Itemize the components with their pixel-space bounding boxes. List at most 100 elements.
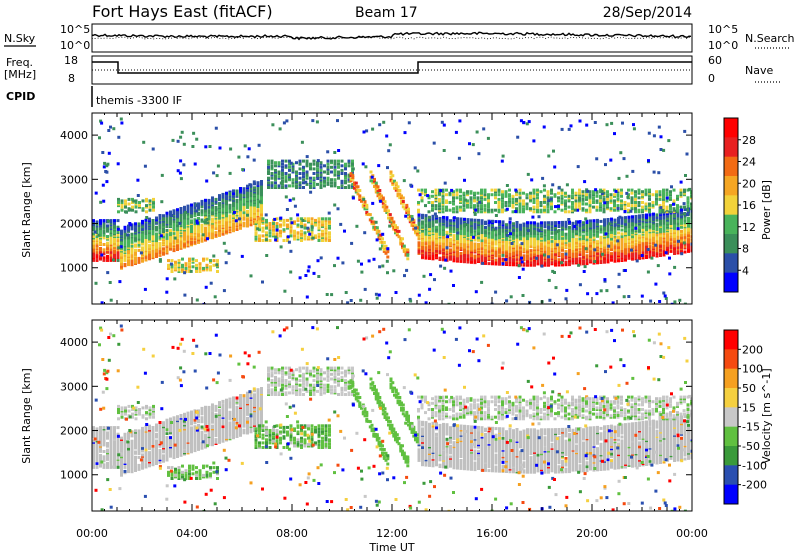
scatter-cell bbox=[543, 210, 546, 214]
scatter-cell bbox=[102, 219, 106, 223]
scatter-cell bbox=[405, 203, 409, 207]
scatter-cell bbox=[378, 192, 382, 196]
scatter-cell bbox=[391, 174, 395, 178]
scatter-cell bbox=[326, 176, 330, 180]
scatter-cell bbox=[599, 208, 602, 212]
scatter-cell bbox=[617, 235, 620, 239]
scatter-cell bbox=[533, 262, 536, 266]
scatter-cell bbox=[291, 184, 295, 188]
scatter-cell bbox=[438, 207, 441, 211]
scatter-cell bbox=[169, 210, 172, 214]
scatter-cell bbox=[401, 200, 405, 203]
scatter-cell bbox=[487, 231, 491, 235]
scatter-cell bbox=[634, 234, 638, 238]
scatter-cell bbox=[395, 229, 399, 233]
scatter-cell bbox=[466, 199, 469, 203]
scatter-cell bbox=[235, 212, 239, 216]
scatter-cell bbox=[687, 216, 690, 220]
scatter-cell bbox=[138, 204, 141, 208]
scatter-cell bbox=[385, 259, 389, 263]
scatter-cell bbox=[300, 140, 304, 144]
scatter-cell bbox=[337, 149, 341, 152]
scatter-cell bbox=[578, 119, 582, 123]
scatter-cell bbox=[195, 259, 198, 263]
scatter-cell bbox=[379, 237, 383, 241]
scatter-cell bbox=[385, 209, 389, 213]
scatter-cell bbox=[177, 263, 181, 267]
scatter-cell bbox=[483, 197, 487, 201]
scatter-cell bbox=[596, 218, 599, 222]
scatter-cell bbox=[560, 188, 564, 192]
scatter-cell bbox=[575, 252, 578, 256]
scatter-cell bbox=[197, 240, 200, 244]
scatter-cell bbox=[490, 208, 494, 212]
scatter-cell bbox=[102, 165, 106, 169]
scatter-cell bbox=[307, 237, 310, 241]
scatter-cell bbox=[578, 188, 581, 192]
scatter-cell bbox=[358, 197, 362, 201]
scatter-cell bbox=[272, 234, 275, 238]
scatter-cell bbox=[281, 176, 284, 180]
scatter-cell bbox=[284, 159, 288, 163]
scatter-cell bbox=[634, 190, 637, 194]
scatter-cell bbox=[630, 204, 634, 208]
scatter-cell bbox=[686, 208, 690, 212]
scatter-cell bbox=[641, 239, 645, 243]
scatter-cell bbox=[127, 224, 130, 228]
scatter-cell bbox=[532, 207, 536, 211]
scatter-cell bbox=[256, 181, 260, 185]
scatter-cell bbox=[560, 197, 564, 201]
scatter-cell bbox=[240, 254, 244, 258]
nsky-panel bbox=[91, 23, 693, 53]
scatter-cell bbox=[193, 211, 197, 215]
scatter-cell bbox=[645, 213, 648, 217]
scatter-cell bbox=[582, 259, 585, 263]
scatter-cell bbox=[424, 242, 428, 245]
scatter-cell bbox=[265, 222, 268, 225]
scatter-cell bbox=[162, 235, 165, 239]
scatter-cell bbox=[564, 236, 568, 240]
scatter-cell bbox=[662, 219, 666, 223]
scatter-cell bbox=[310, 217, 314, 221]
scatter-cell bbox=[546, 208, 550, 212]
scatter-cell bbox=[204, 226, 207, 230]
scatter-cell bbox=[571, 201, 574, 204]
scatter-cell bbox=[195, 263, 198, 267]
scatter-cell bbox=[382, 120, 386, 124]
scatter-cell bbox=[494, 201, 497, 204]
scatter-cell bbox=[333, 181, 337, 185]
scatter-cell bbox=[550, 190, 553, 194]
scatter-cell bbox=[394, 186, 398, 190]
scatter-cell bbox=[377, 293, 381, 297]
scatter-cell bbox=[484, 236, 487, 240]
scatter-cell bbox=[589, 222, 592, 226]
scatter-cell bbox=[174, 260, 177, 264]
scatter-cell bbox=[319, 186, 323, 189]
scatter-cell bbox=[599, 219, 603, 223]
scatter-cell bbox=[151, 249, 155, 253]
scatter-cell bbox=[321, 234, 324, 238]
scatter-cell bbox=[176, 139, 180, 143]
scatter-cell bbox=[564, 252, 568, 256]
scatter-cell bbox=[547, 231, 550, 235]
scatter-cell bbox=[637, 188, 641, 192]
scatter-cell bbox=[620, 221, 624, 225]
scatter-cell bbox=[144, 241, 148, 245]
scatter-cell bbox=[404, 248, 408, 252]
scatter-cell bbox=[473, 196, 476, 200]
scatter-cell bbox=[177, 270, 181, 273]
scatter-cell bbox=[304, 274, 308, 277]
scatter-cell bbox=[582, 225, 585, 229]
scatter-cell bbox=[494, 214, 498, 217]
scatter-cell bbox=[620, 191, 623, 195]
scatter-cell bbox=[344, 162, 347, 166]
scatter-cell bbox=[225, 218, 228, 222]
scatter-cell bbox=[323, 184, 326, 188]
scatter-cell bbox=[690, 207, 692, 211]
scatter-cell bbox=[424, 223, 428, 227]
scatter-cell bbox=[676, 243, 680, 247]
scatter-cell bbox=[351, 161, 354, 165]
scatter-cell bbox=[211, 199, 214, 203]
scatter-cell bbox=[261, 229, 265, 233]
scatter-cell bbox=[401, 201, 405, 205]
